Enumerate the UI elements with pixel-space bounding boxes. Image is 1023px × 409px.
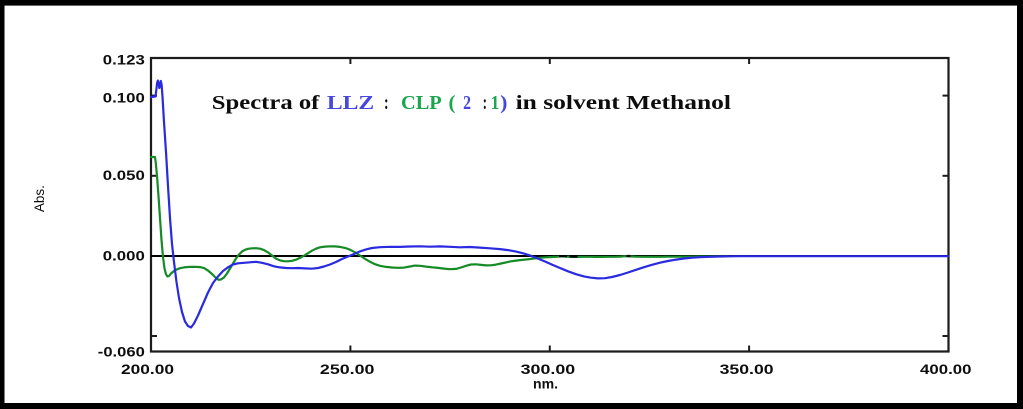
svg-text::: : [483,93,487,114]
svg-text:Abs.: Abs. [32,185,47,212]
svg-text:CLP: CLP [401,93,442,114]
svg-text:300.00: 300.00 [521,361,576,377]
svg-text:LLZ: LLZ [327,93,374,114]
svg-text:0.100: 0.100 [103,89,145,105]
svg-text:2: 2 [463,93,471,114]
svg-text:350.00: 350.00 [720,361,774,377]
svg-text:400.00: 400.00 [920,361,972,377]
svg-text:nm.: nm. [533,376,558,392]
svg-text:0.000: 0.000 [103,247,145,263]
svg-text::: : [384,93,389,114]
svg-text:0.050: 0.050 [103,167,145,183]
svg-text:(: ( [449,93,456,114]
svg-text:250.00: 250.00 [320,361,375,377]
svg-text:in solvent Methanol: in solvent Methanol [516,93,732,114]
svg-text:Spectra of: Spectra of [212,93,320,114]
svg-text:1: 1 [491,93,500,114]
svg-text:0.123: 0.123 [103,52,145,68]
svg-text:200.00: 200.00 [121,361,174,377]
svg-text:-0.060: -0.060 [98,344,145,360]
svg-text:): ) [500,93,507,114]
